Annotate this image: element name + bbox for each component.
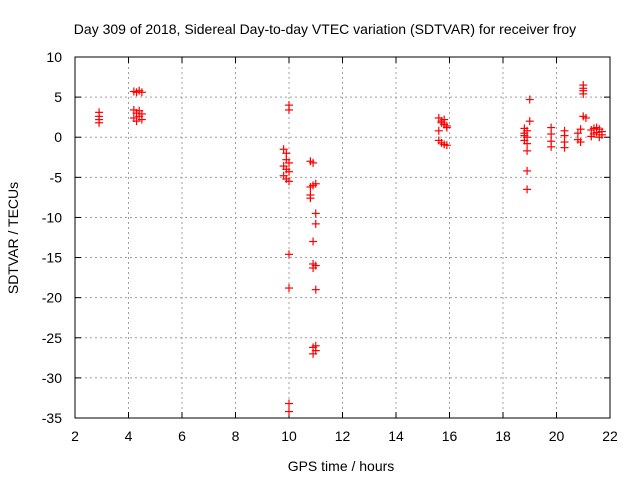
data-point [595,133,604,142]
y-tick-label: -30 [42,370,62,386]
chart-title: Day 309 of 2018, Sidereal Day-to-day VTE… [74,21,576,37]
data-point [285,167,293,176]
x-tick-label: 10 [281,428,297,444]
data-point [311,179,320,188]
data-point [306,194,315,203]
data-point [442,141,451,150]
data-point [442,121,451,130]
data-point [581,113,590,122]
x-tick-label: 12 [335,428,351,444]
y-tick-label: -35 [42,410,62,426]
data-point [547,130,556,139]
data-points [95,81,606,416]
data-point [576,138,585,147]
x-axis-label: GPS time / hours [288,458,395,474]
data-point [440,115,449,124]
data-point [560,143,569,152]
data-point [311,285,320,294]
data-point [520,129,529,138]
data-point [279,145,288,154]
y-tick-label: 0 [54,129,62,145]
y-tick-label: -10 [42,209,62,225]
x-tick-label: 6 [178,428,186,444]
data-point [285,105,293,114]
x-tick-label: 22 [602,428,618,444]
data-point [434,126,443,135]
grid [75,57,610,418]
x-tick-label: 16 [442,428,458,444]
data-point [597,127,606,136]
y-tick-label: 5 [54,89,62,105]
data-point [137,88,146,97]
data-point [525,95,534,104]
data-point [311,219,320,228]
data-point [309,158,318,167]
x-tick-label: 20 [549,428,565,444]
x-tick-label: 4 [125,428,133,444]
data-point [309,349,318,358]
data-point [129,113,138,122]
data-point [311,341,320,350]
data-point [576,125,585,134]
data-point [592,123,601,132]
y-tick-label: -20 [42,290,62,306]
data-point [523,139,532,148]
data-point [579,89,588,98]
data-point [311,209,320,218]
data-point [137,109,146,118]
data-point [285,399,293,408]
data-point [285,407,293,416]
data-point [523,146,532,155]
data-point [525,117,534,126]
data-point [523,166,532,175]
y-tick-label: 10 [46,49,62,65]
y-tick-label: -5 [50,169,63,185]
data-point [589,130,598,139]
y-tick-label: -15 [42,250,62,266]
y-tick-label: -25 [42,330,62,346]
x-tick-label: 8 [232,428,240,444]
data-point [285,250,293,259]
data-point [285,158,293,167]
data-point [309,237,318,246]
data-point [311,261,320,270]
x-tick-label: 2 [71,428,79,444]
data-point [547,142,556,151]
y-axis-label: SDTVAR / TECUs [5,182,21,294]
data-point [285,177,293,186]
data-point [95,118,104,127]
x-tick-label: 18 [495,428,511,444]
x-tick-label: 14 [388,428,404,444]
data-point [285,284,293,293]
data-point [523,185,532,194]
